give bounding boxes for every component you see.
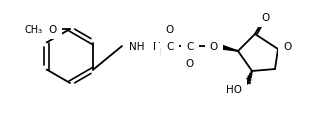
Polygon shape: [247, 78, 251, 81]
Text: O: O: [210, 42, 218, 52]
Text: O: O: [186, 59, 194, 68]
Text: C: C: [166, 42, 174, 52]
Text: O: O: [283, 42, 291, 52]
Text: C: C: [186, 42, 194, 52]
Polygon shape: [245, 81, 250, 84]
Text: O: O: [166, 25, 174, 35]
Polygon shape: [248, 76, 252, 78]
Text: NH: NH: [129, 42, 145, 52]
Text: O: O: [49, 25, 57, 35]
Polygon shape: [251, 71, 252, 73]
Polygon shape: [250, 74, 252, 76]
Text: H: H: [159, 48, 165, 57]
Polygon shape: [216, 44, 238, 52]
Text: CH₃: CH₃: [25, 25, 43, 35]
Text: N: N: [153, 42, 161, 52]
Text: O: O: [261, 13, 269, 23]
Text: HO: HO: [226, 84, 242, 94]
